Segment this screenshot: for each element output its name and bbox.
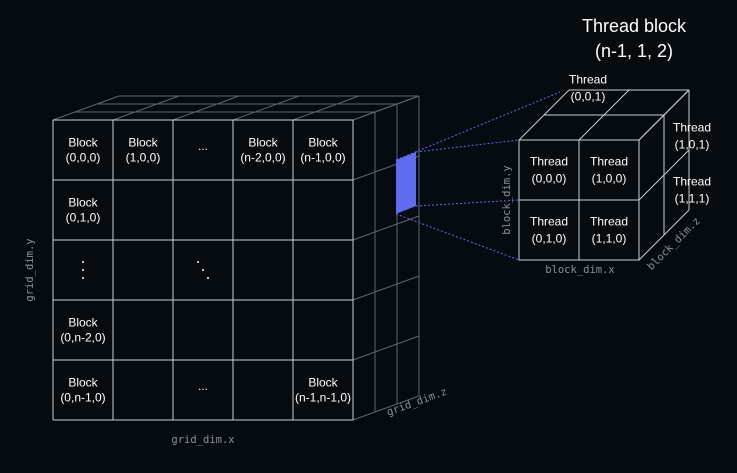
thread-label: Thread <box>530 155 568 169</box>
grid-right-face-line <box>352 275 420 301</box>
block-label: Block <box>128 136 158 150</box>
connector-line <box>415 199 520 207</box>
block-label: Block <box>308 376 338 390</box>
block-label: Block <box>68 316 98 330</box>
grid-dim-y-label: grid_dim.y <box>24 238 36 301</box>
block-label: Block <box>248 136 278 150</box>
block-dim-z-label: block_dim.z <box>645 215 703 273</box>
thread-label: Thread <box>530 215 568 229</box>
connector-line <box>415 139 520 153</box>
grid-dim-z-label: grid_dim.z <box>385 386 449 419</box>
thread-side-label: (1,1,1) <box>675 192 710 206</box>
vertical-ellipsis-dot <box>82 277 84 279</box>
thread-label: (0,0,0) <box>532 172 567 186</box>
thread-side-label: Thread <box>673 121 711 135</box>
block-label: (n-2,0,0) <box>240 151 285 165</box>
connector-line <box>395 213 520 261</box>
thread-top-label: Thread <box>569 73 607 87</box>
block-label: (1,0,0) <box>126 151 161 165</box>
block-label: Block <box>68 196 98 210</box>
block-label: ... <box>198 379 208 393</box>
thread-top-label: (0,0,1) <box>571 90 606 104</box>
vertical-ellipsis-dot <box>82 269 84 271</box>
block-label: ... <box>198 139 208 153</box>
block-label: (0,n-1,0) <box>60 391 105 405</box>
grid-top-face-line <box>292 95 360 121</box>
grid-right-face-line <box>352 335 420 361</box>
thread-label: Thread <box>590 215 628 229</box>
diagonal-ellipsis-dot <box>202 269 204 271</box>
block-dim-y-label: block_dim.y <box>501 165 513 235</box>
highlighted-block <box>396 152 416 214</box>
connector-line <box>395 91 561 161</box>
block-label: Block <box>68 376 98 390</box>
block-label: (0,1,0) <box>66 211 101 225</box>
thread-label: (1,1,0) <box>592 232 627 246</box>
thread-side-label: Thread <box>673 175 711 189</box>
thread-right-face-line <box>638 209 690 261</box>
grid-top-face-line <box>172 95 240 121</box>
grid-top-face-line <box>232 95 300 121</box>
grid-right-face-line <box>352 395 420 421</box>
thread-right-face-line <box>638 89 690 141</box>
thread-side-label: (1,0,1) <box>675 138 710 152</box>
thread-label: Thread <box>590 155 628 169</box>
thread-right-face-line <box>638 149 690 201</box>
thread-label: (1,0,0) <box>592 172 627 186</box>
diagonal-ellipsis-dot <box>197 261 199 263</box>
diagonal-ellipsis-dot <box>207 277 209 279</box>
grid-right-face-line <box>352 95 420 121</box>
block-dim-x-label: block_dim.x <box>545 264 615 276</box>
grid-dim-x-label: grid_dim.x <box>171 434 234 446</box>
vertical-ellipsis-dot <box>82 261 84 263</box>
thread-block-title: Thread block <box>582 16 687 36</box>
block-label: Block <box>68 136 98 150</box>
block-label: (0,0,0) <box>66 151 101 165</box>
block-label: (n-1,0,0) <box>300 151 345 165</box>
block-label: (n-1,n-1,0) <box>295 391 351 405</box>
block-label: Block <box>308 136 338 150</box>
thread-label: (0,1,0) <box>532 232 567 246</box>
block-label: (0,n-2,0) <box>60 331 105 345</box>
grid-top-face-line <box>52 95 120 121</box>
grid-right-face-line <box>352 215 420 241</box>
thread-block-coords: (n-1, 1, 2) <box>595 41 673 61</box>
grid-top-face-line <box>112 95 180 121</box>
